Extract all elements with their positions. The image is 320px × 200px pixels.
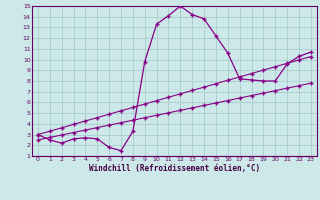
X-axis label: Windchill (Refroidissement éolien,°C): Windchill (Refroidissement éolien,°C) bbox=[89, 164, 260, 173]
